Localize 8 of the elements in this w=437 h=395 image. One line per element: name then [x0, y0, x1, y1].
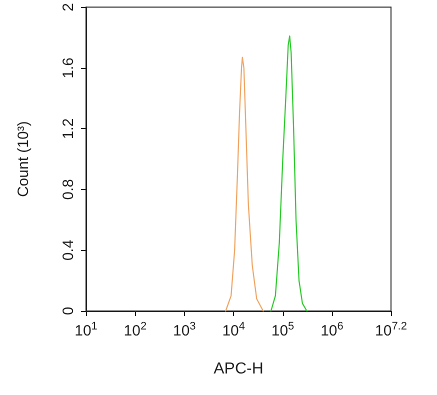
y-tick-label: 2 — [60, 3, 77, 12]
y-tick-label: 0 — [60, 306, 77, 316]
x-axis-title: APC-H — [214, 360, 264, 378]
y-tick-label: 0.4 — [60, 240, 77, 261]
y-tick-label: 1.6 — [60, 58, 77, 78]
y-tick-label: 0.8 — [60, 179, 77, 200]
y-axis-title: Count (10³) — [15, 121, 32, 198]
y-tick-label: 1.2 — [60, 118, 77, 140]
